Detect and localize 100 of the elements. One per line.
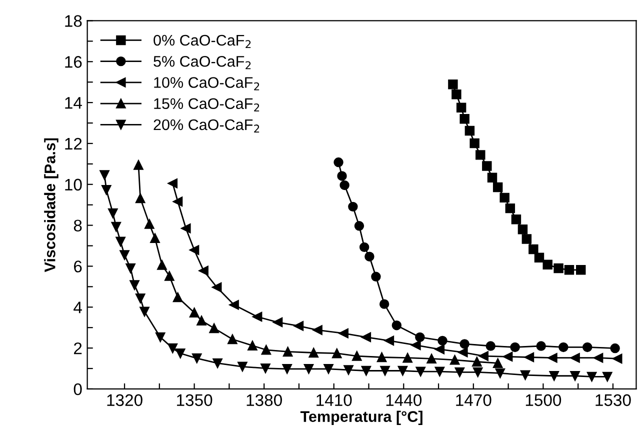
point [398, 366, 408, 376]
y-tick-label: 6 [74, 260, 82, 272]
x-tick-label: 1500 [526, 394, 562, 406]
point [476, 150, 486, 160]
point [486, 341, 496, 351]
point [324, 364, 334, 374]
point [502, 352, 513, 362]
point [144, 219, 154, 229]
legend-label: 5% CaO-CaF$_{2}$ [154, 56, 251, 70]
y-tick-label: 14 [65, 97, 82, 109]
point [464, 126, 475, 136]
y-tick-label: 16 [65, 56, 82, 68]
point [570, 371, 580, 381]
point [120, 250, 130, 260]
point [380, 366, 390, 376]
point [252, 312, 262, 322]
point [450, 355, 460, 365]
point [354, 221, 364, 231]
point [130, 280, 140, 290]
x-tick-label: 1350 [177, 394, 212, 406]
point [452, 90, 462, 100]
point [135, 293, 146, 304]
point [376, 352, 387, 362]
point [522, 234, 532, 244]
point [272, 317, 283, 328]
y-tick-label: 2 [74, 342, 82, 354]
point [196, 316, 206, 326]
point [460, 114, 470, 124]
point [570, 353, 580, 363]
point [495, 368, 506, 378]
point [102, 185, 112, 195]
point [181, 224, 191, 234]
point [564, 265, 574, 275]
point [150, 233, 160, 244]
point [248, 340, 258, 350]
point [238, 362, 248, 372]
point [534, 252, 544, 262]
point [348, 202, 358, 212]
point [332, 348, 342, 358]
point [282, 346, 293, 357]
point [593, 353, 604, 363]
point [229, 300, 239, 310]
point [209, 323, 219, 334]
point [379, 299, 390, 309]
point [478, 351, 489, 361]
y-tick-label: 18 [65, 15, 82, 27]
point [456, 102, 466, 113]
point [135, 193, 146, 204]
point [212, 282, 222, 292]
point [460, 339, 470, 349]
point [426, 354, 436, 364]
point [448, 79, 458, 90]
point [198, 266, 208, 276]
point [392, 320, 402, 330]
point [294, 321, 304, 331]
x-axis-title: Temperatura [°C] [300, 410, 422, 425]
point [472, 356, 482, 367]
point [415, 332, 425, 342]
point [337, 171, 347, 181]
point [434, 366, 445, 376]
point [371, 272, 381, 282]
legend-label: 0% CaO-CaF$_{2}$ [154, 34, 251, 48]
point [189, 308, 200, 318]
point [126, 263, 136, 274]
point [402, 353, 412, 363]
x-tick-label: 1440 [386, 394, 422, 406]
x-tick-label: 1530 [596, 394, 631, 406]
point [470, 138, 480, 148]
point [192, 353, 202, 364]
point [384, 336, 394, 346]
y-tick-label: 10 [65, 178, 82, 191]
point [361, 332, 372, 342]
point [518, 224, 528, 234]
point [510, 342, 520, 352]
legend-label: 15% CaO-CaF$_{2}$ [154, 98, 260, 112]
point [312, 325, 322, 335]
y-tick-label: 12 [65, 138, 82, 150]
point [304, 364, 314, 374]
point [548, 353, 558, 363]
point [558, 342, 568, 352]
point [602, 372, 612, 382]
point [340, 180, 350, 190]
point [612, 354, 622, 364]
point [175, 348, 186, 358]
point [308, 348, 318, 358]
point [352, 351, 362, 361]
point [454, 367, 465, 378]
legend-label: 20% CaO-CaF$_{2}$ [154, 119, 260, 132]
point [511, 214, 522, 224]
point [536, 341, 546, 351]
legend-label: 10% CaO-CaF$_{2}$ [154, 77, 260, 90]
point [108, 208, 118, 218]
point [434, 344, 445, 354]
point [168, 178, 178, 188]
point [554, 263, 564, 274]
point [111, 222, 122, 232]
point [359, 242, 370, 252]
point [472, 367, 483, 378]
point [438, 336, 448, 346]
point [134, 160, 144, 170]
